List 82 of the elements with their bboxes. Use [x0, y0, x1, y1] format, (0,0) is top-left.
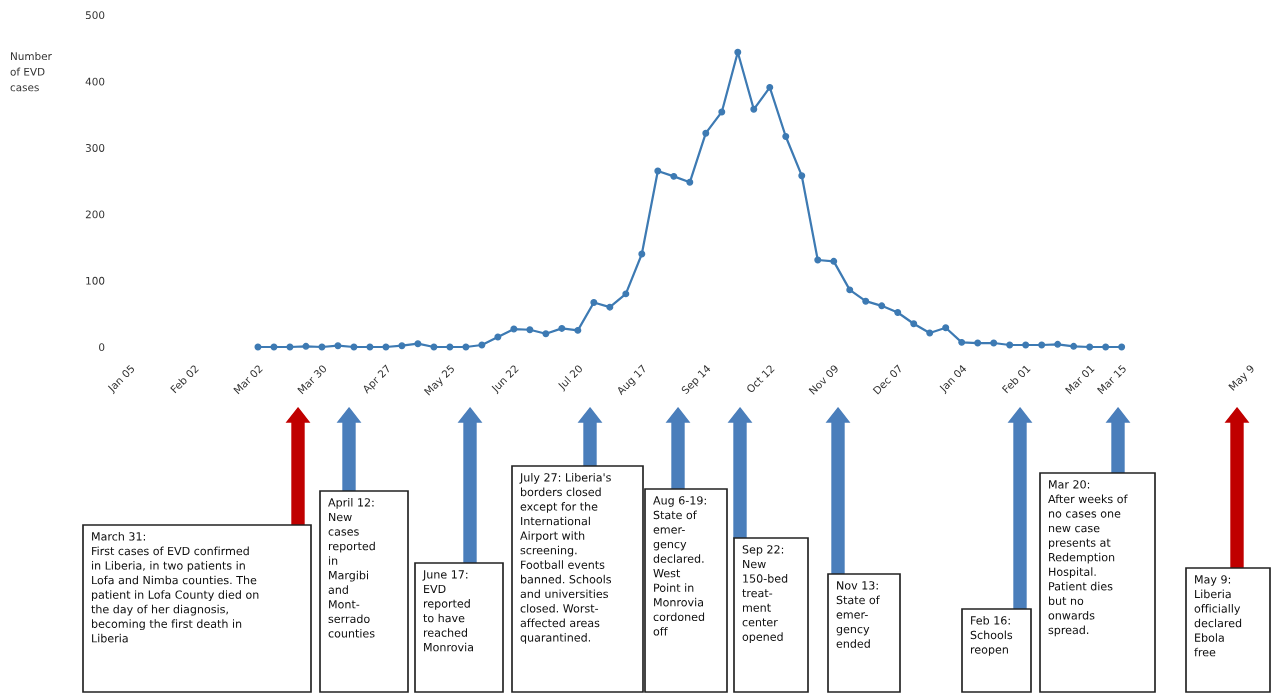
- point: [414, 340, 422, 348]
- text: Sep 22: New 150-bed treat- ment center opened: [742, 545, 788, 644]
- point: [302, 342, 310, 350]
- point: [878, 302, 886, 310]
- point: [862, 297, 870, 305]
- point: [718, 108, 726, 116]
- point: [750, 105, 758, 113]
- point: [446, 343, 454, 351]
- x-tick-label: Mar 15: [1096, 364, 1127, 395]
- point: [686, 178, 694, 186]
- y-tick-label: 400: [85, 77, 105, 86]
- point: [1118, 343, 1126, 351]
- point: [926, 329, 934, 337]
- point: [1102, 343, 1110, 351]
- point: [398, 342, 406, 350]
- x-tick-label: Feb 02: [169, 364, 199, 394]
- y-tick-label: 200: [85, 210, 105, 219]
- point: [846, 286, 854, 294]
- point: [574, 326, 582, 334]
- point: [1086, 343, 1094, 351]
- y-tick-label: 300: [85, 144, 105, 152]
- y-tick-label: 0: [99, 343, 105, 352]
- point: [1006, 341, 1014, 349]
- point: [622, 290, 630, 298]
- point: [910, 320, 918, 328]
- text: March 31: First cases of EVD confirmed in Liberia, in two patients in Lofa and Nimba counties. The patient in Lofa County died on the day of her diagnosis, becoming the first death in Liberia: [91, 532, 259, 643]
- x-tick-label: Apr 27: [361, 364, 393, 396]
- point: [958, 338, 966, 346]
- point: [638, 250, 646, 258]
- y-tick-label: 500: [85, 11, 105, 20]
- point: [766, 83, 774, 91]
- text: July 27: Liberia's borders closed except for the International Airport with screening. Football events banned. Schools and universities closed. Worst- affected areas quarantined.: [519, 473, 612, 644]
- x-tick-label: Mar 01: [1064, 364, 1095, 395]
- point: [510, 325, 518, 333]
- point: [382, 343, 390, 351]
- point: [542, 330, 550, 338]
- point: [974, 339, 982, 347]
- point: [654, 167, 662, 175]
- point: [430, 343, 438, 351]
- x-tick-label: Sep 14: [680, 364, 713, 396]
- x-tick-label: Mar 30: [297, 364, 328, 395]
- text: Mar 20: After weeks of no cases one new case presents at Redemption Hospital. Patient dies but no onwards spread.: [1048, 480, 1128, 637]
- x-tick-label: Oct 12: [745, 364, 775, 394]
- point: [590, 299, 598, 306]
- point: [526, 326, 534, 334]
- point: [670, 172, 678, 180]
- point: [814, 256, 822, 264]
- x-tick-label: Jan 04: [938, 364, 969, 395]
- point: [606, 303, 614, 311]
- point: [1022, 341, 1030, 349]
- point: [798, 172, 806, 180]
- x-tick-label: Mar 02: [233, 364, 263, 395]
- point: [558, 324, 566, 332]
- point: [366, 343, 374, 351]
- point: [782, 133, 790, 140]
- x-tick-label: Aug 17: [616, 364, 649, 397]
- y-axis-title: Number of EVD cases: [10, 52, 52, 92]
- point: [350, 343, 358, 351]
- text: Aug 6-19: State of emer- gency declared. West Point in Monrovia cordoned off: [653, 496, 706, 636]
- text: April 12: New cases reported in Margibi and Mont- serrado counties: [328, 498, 375, 638]
- text: May 9: Liberia officially declared Ebola free: [1194, 575, 1242, 657]
- x-tick-label: Jun 22: [490, 364, 521, 395]
- point: [494, 333, 502, 341]
- point: [702, 129, 710, 137]
- point: [894, 308, 902, 316]
- point: [462, 343, 470, 351]
- y-tick-label: 100: [86, 276, 105, 285]
- text: Nov 13: State of emer- gency ended: [836, 581, 880, 648]
- point: [1054, 340, 1062, 348]
- point: [1038, 341, 1046, 349]
- point: [1070, 342, 1078, 350]
- point: [734, 48, 742, 56]
- point: [942, 324, 950, 332]
- text: June 17: EVD reported to have reached Monrovia: [422, 570, 474, 652]
- x-tick-label: Jan 05: [106, 364, 137, 395]
- x-tick-label: Jul 20: [556, 364, 585, 392]
- text: Feb 16: Schools reopen: [970, 616, 1013, 656]
- point: [478, 341, 486, 349]
- x-tick-label: Feb 01: [1001, 364, 1031, 394]
- point: [334, 342, 342, 350]
- point: [830, 257, 838, 265]
- point: [990, 339, 998, 347]
